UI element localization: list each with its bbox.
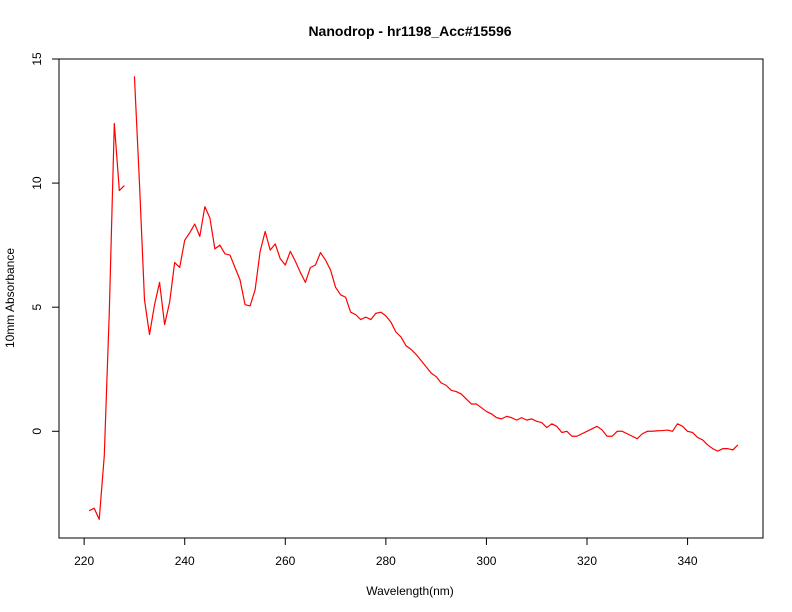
x-axis-label: Wavelength(nm): [366, 584, 454, 598]
series-line: [134, 76, 737, 451]
x-tick-label: 280: [376, 554, 396, 568]
x-axis: 220 240 260 280 300 320 340: [74, 538, 698, 568]
x-tick-label: 260: [275, 554, 295, 568]
y-tick-label: 15: [30, 52, 44, 66]
y-axis-label: 10mm Absorbance: [3, 248, 17, 348]
x-tick-label: 240: [175, 554, 195, 568]
y-tick-label: 10: [30, 176, 44, 190]
series-line: [89, 124, 124, 520]
y-tick-label: 0: [30, 428, 44, 435]
series-group: [89, 76, 738, 519]
y-tick-label: 5: [30, 304, 44, 311]
y-axis: 0 5 10 15: [30, 52, 59, 435]
plot-frame: [59, 59, 763, 538]
x-tick-label: 220: [74, 554, 94, 568]
chart-title: Nanodrop - hr1198_Acc#15596: [308, 23, 511, 39]
x-tick-label: 340: [678, 554, 698, 568]
x-tick-label: 300: [476, 554, 496, 568]
x-tick-label: 320: [577, 554, 597, 568]
